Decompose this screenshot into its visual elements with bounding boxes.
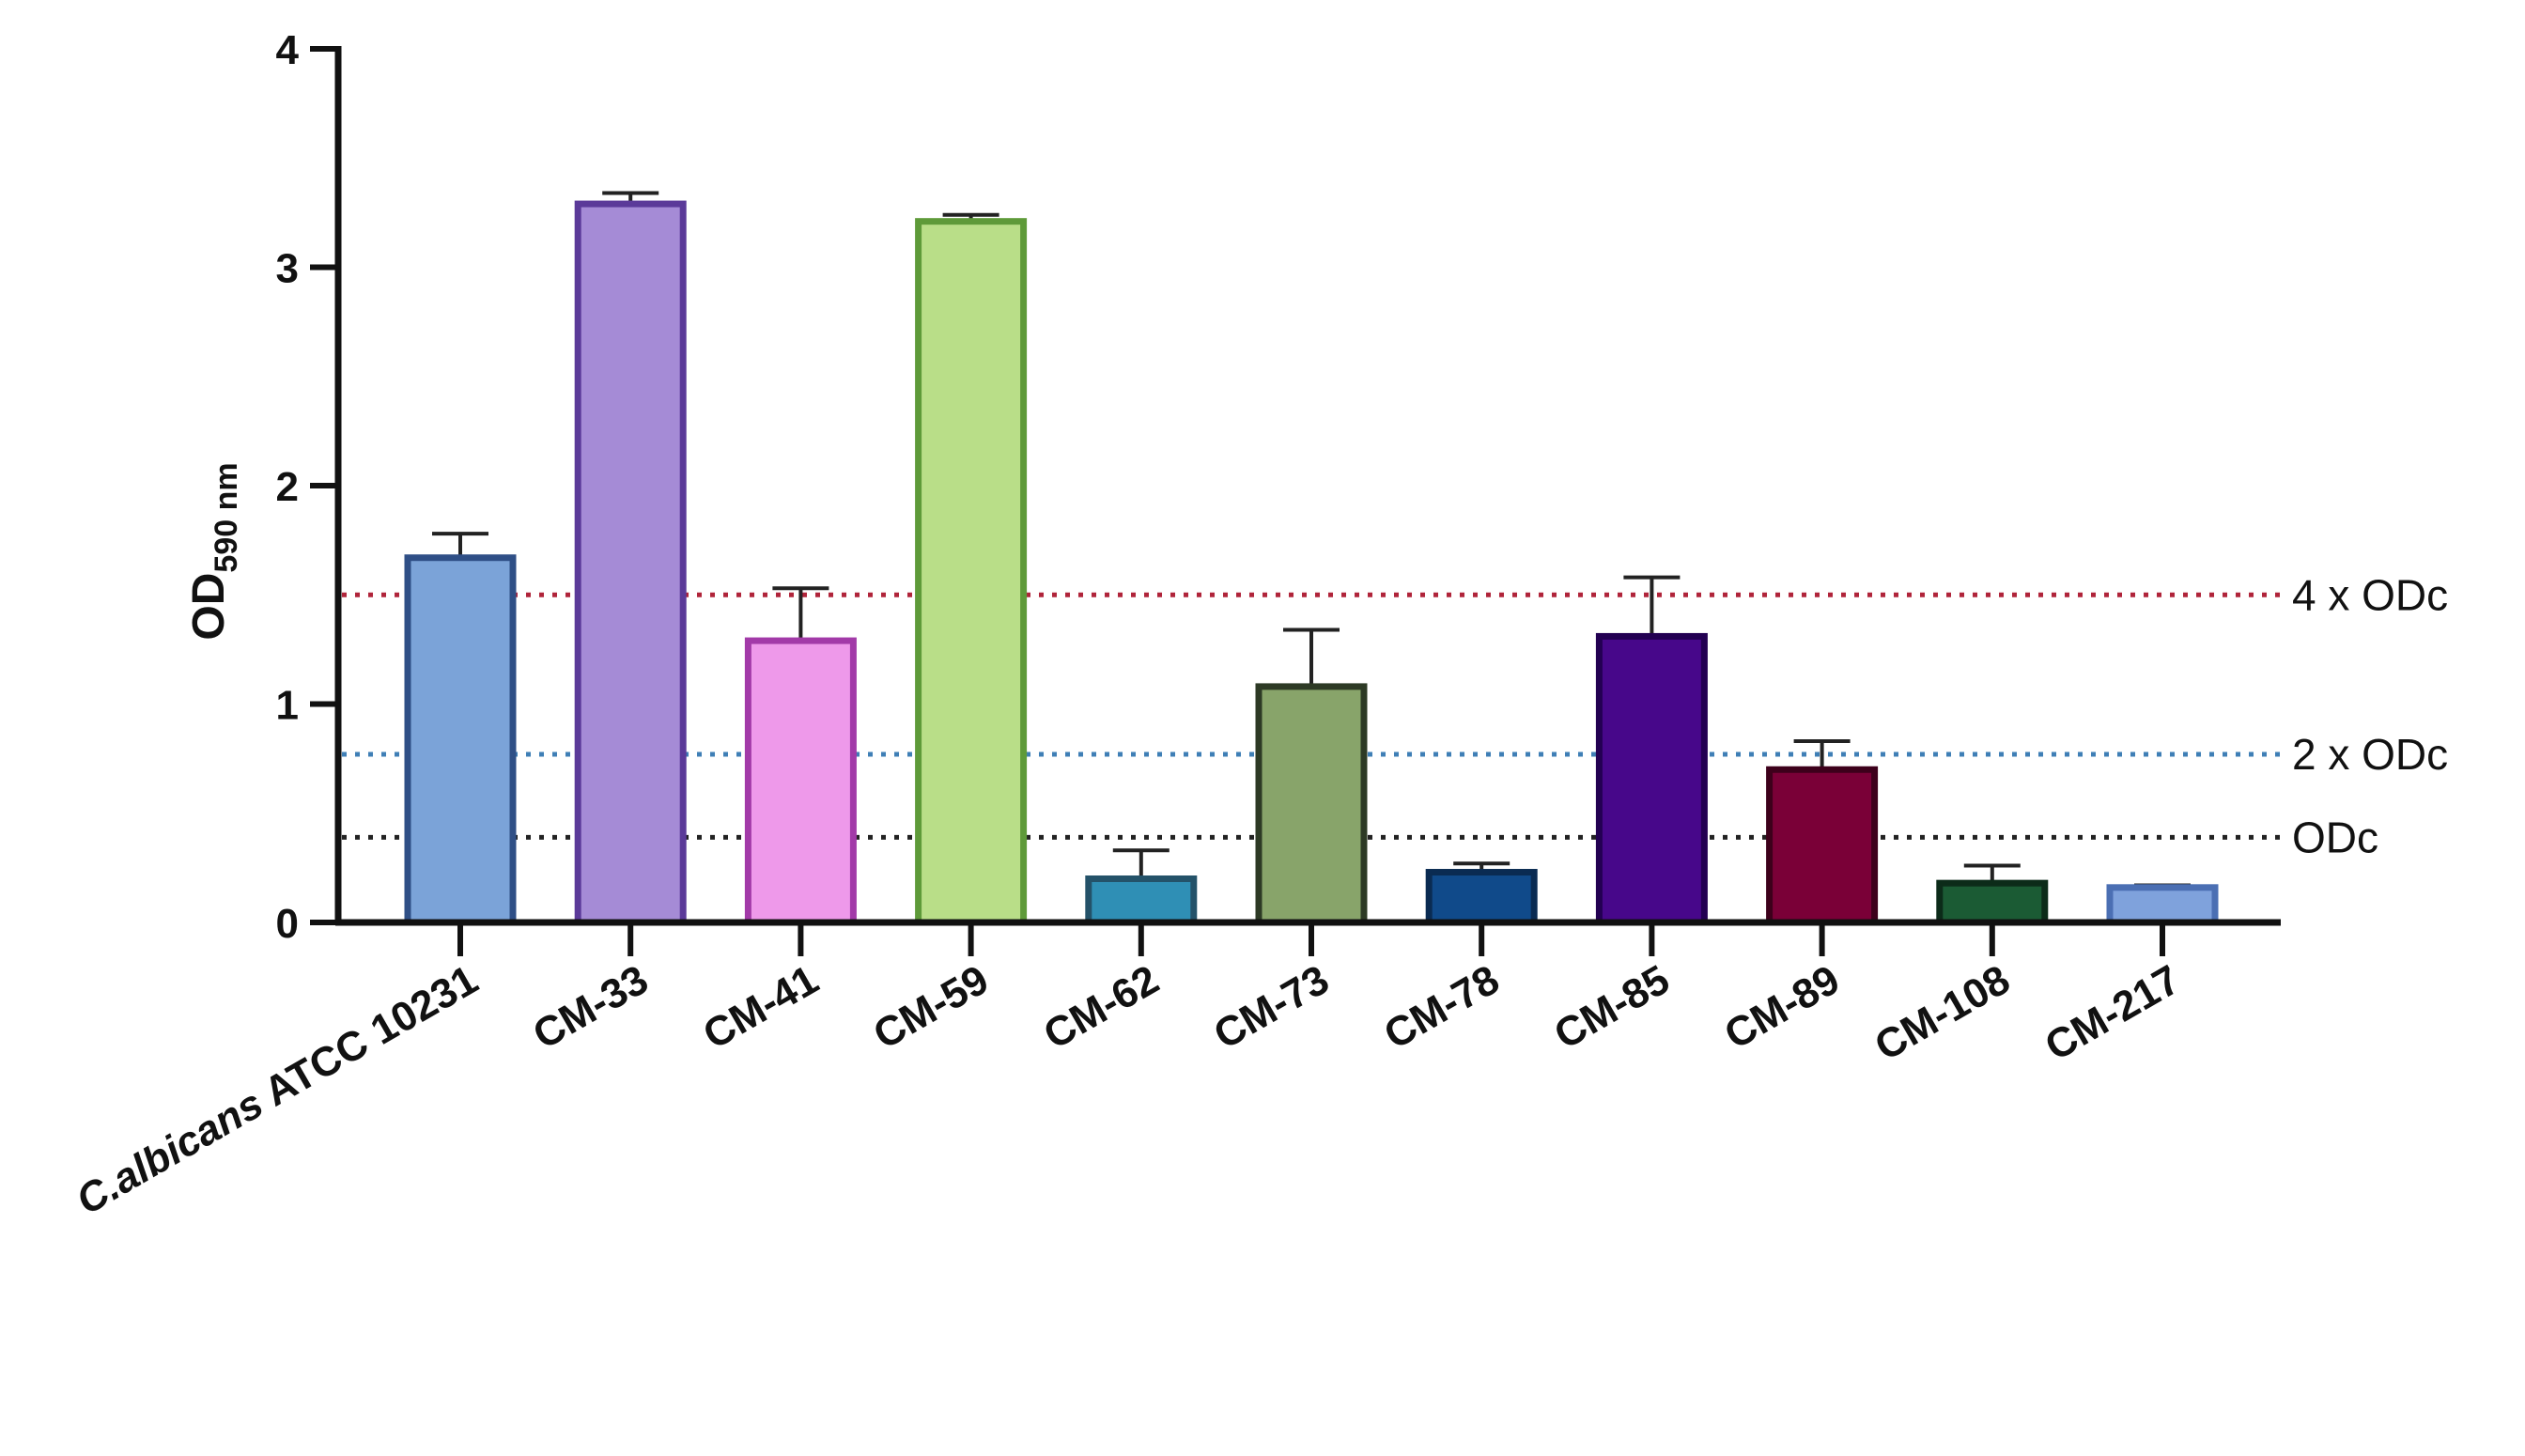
- bar: [744, 637, 857, 926]
- bar: [1425, 869, 1538, 926]
- x-tick-label-text: ATCC 10231: [248, 956, 486, 1120]
- x-tick-label: CM-85: [1547, 956, 1678, 1058]
- x-tick-label: CM-73: [1206, 956, 1337, 1058]
- y-tick-label: 3: [276, 246, 299, 292]
- axes-group: [310, 46, 2281, 956]
- bar: [1255, 683, 1368, 926]
- x-tick-label: CM-108: [1867, 956, 2018, 1070]
- reference-line-label: ODc: [2292, 813, 2378, 861]
- bar: [574, 200, 687, 926]
- x-tick-label: CM-59: [866, 956, 997, 1058]
- y-tick-label: 1: [276, 683, 299, 729]
- bar: [404, 554, 517, 926]
- x-tick-label: CM-62: [1036, 956, 1167, 1058]
- bar: [1766, 766, 1879, 926]
- bar: [2106, 884, 2219, 926]
- x-tick-label-italic: C.albicans: [69, 1080, 271, 1223]
- x-tick-label: CM-33: [525, 956, 656, 1058]
- x-tick-label: CM-78: [1376, 956, 1507, 1058]
- bars-group: [404, 191, 2219, 926]
- bar: [1936, 879, 2049, 926]
- x-tick-label: CM-217: [2037, 956, 2188, 1070]
- y-tick-label: 4: [276, 27, 300, 73]
- y-axis-title-main: OD: [184, 573, 234, 641]
- bar: [915, 218, 1028, 926]
- bar: [1085, 875, 1198, 926]
- y-tick-label: 0: [276, 901, 299, 947]
- y-tick-label: 2: [276, 464, 299, 510]
- bar: [1595, 632, 1708, 926]
- reference-line-label: 2 x ODc: [2292, 730, 2448, 779]
- y-axis-title-subscript: 590 nm: [209, 462, 244, 572]
- x-tick-label: C.albicans ATCC 10231: [69, 956, 486, 1224]
- x-tick-label: CM-41: [696, 956, 827, 1058]
- y-axis-title: OD590 nm: [184, 462, 244, 640]
- reference-line-label: 4 x ODc: [2292, 570, 2448, 619]
- x-tick-label: CM-89: [1717, 956, 1848, 1058]
